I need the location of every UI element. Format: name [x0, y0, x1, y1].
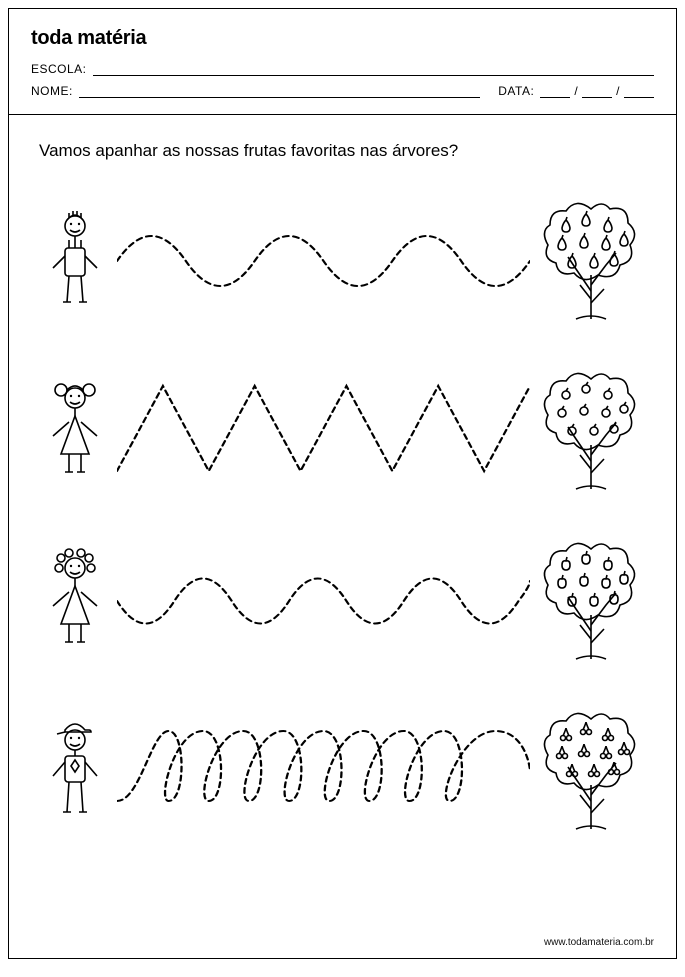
trace-row — [39, 531, 646, 671]
brand-logo: toda matéria — [31, 27, 654, 50]
trace-rows — [39, 191, 646, 841]
school-field-row: ESCOLA: — [31, 62, 654, 76]
school-input-line[interactable] — [93, 64, 654, 76]
trace-row — [39, 361, 646, 501]
kid-wrap — [39, 201, 111, 321]
path-wrap — [117, 546, 530, 656]
kid-wrap — [39, 541, 111, 661]
tree-icon — [536, 361, 646, 501]
date-sep-2: / — [616, 84, 620, 98]
trace-path[interactable] — [117, 716, 530, 826]
worksheet-header: toda matéria ESCOLA: NOME: DATA: / / — [9, 9, 676, 115]
tree-icon — [536, 191, 646, 331]
tree-icon — [536, 701, 646, 841]
tree-wrap — [536, 361, 646, 501]
path-wrap — [117, 716, 530, 826]
date-label: DATA: — [498, 84, 534, 98]
kid-icon — [39, 371, 111, 491]
path-wrap — [117, 376, 530, 486]
trace-row — [39, 191, 646, 331]
trace-path[interactable] — [117, 206, 530, 316]
worksheet-page: toda matéria ESCOLA: NOME: DATA: / / Vam… — [8, 8, 677, 959]
tree-wrap — [536, 701, 646, 841]
worksheet-content: Vamos apanhar as nossas frutas favoritas… — [9, 115, 676, 851]
tree-wrap — [536, 531, 646, 671]
footer-url: www.todamateria.com.br — [544, 937, 654, 948]
trace-path[interactable] — [117, 546, 530, 656]
name-date-row: NOME: DATA: / / — [31, 84, 654, 98]
kid-wrap — [39, 711, 111, 831]
trace-path[interactable] — [117, 376, 530, 486]
path-wrap — [117, 206, 530, 316]
date-day-line[interactable] — [540, 86, 570, 98]
tree-wrap — [536, 191, 646, 331]
kid-wrap — [39, 371, 111, 491]
date-year-line[interactable] — [624, 86, 654, 98]
date-sep-1: / — [574, 84, 578, 98]
name-input-line[interactable] — [79, 86, 480, 98]
kid-icon — [39, 711, 111, 831]
school-label: ESCOLA: — [31, 62, 87, 76]
trace-row — [39, 701, 646, 841]
tree-icon — [536, 531, 646, 671]
date-month-line[interactable] — [582, 86, 612, 98]
name-label: NOME: — [31, 84, 73, 98]
kid-icon — [39, 541, 111, 661]
instruction-text: Vamos apanhar as nossas frutas favoritas… — [39, 141, 646, 161]
date-input-group: / / — [540, 84, 654, 98]
kid-icon — [39, 201, 111, 321]
